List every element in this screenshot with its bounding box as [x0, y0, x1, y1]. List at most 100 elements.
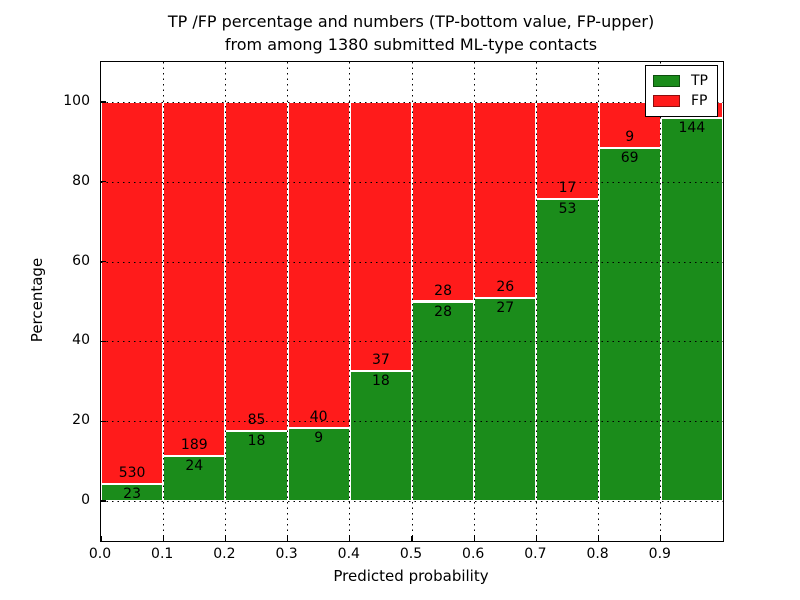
- vertical-gridline: [162, 62, 164, 541]
- grid-layer: [101, 62, 723, 541]
- horizontal-gridline: [101, 101, 723, 103]
- x-axis-label: Predicted probability: [333, 567, 489, 585]
- y-tick-label: 40: [72, 332, 90, 349]
- bar-segment-tp: [163, 455, 226, 502]
- bar-segment-fp: [101, 101, 164, 485]
- vertical-gridline: [224, 62, 226, 541]
- bar-segment-tp: [225, 431, 288, 502]
- y-tick-label: 100: [63, 92, 90, 109]
- y-tick-mark: [101, 340, 106, 343]
- bar-annotation-fp-count: 17: [558, 179, 577, 196]
- bar-segment-tp: [101, 484, 164, 502]
- x-tick-label: 0.4: [337, 546, 360, 562]
- y-tick-mark: [101, 181, 106, 183]
- x-tick-mark: [224, 536, 227, 541]
- bar-segment-tp: [660, 117, 723, 502]
- bar-annotation-tp-count: 24: [185, 457, 204, 474]
- vertical-gridline: [660, 62, 662, 541]
- plot-area: 530 23 189 24 85 18 40 9 37 18 28 28 26 27 17 53 9 69 144 …: [100, 61, 724, 542]
- vertical-gridline: [598, 62, 600, 541]
- x-tick-mark: [100, 536, 102, 541]
- x-tick-mark: [286, 536, 289, 541]
- y-tick-label: 20: [72, 412, 90, 429]
- x-tick-label: 0.7: [524, 546, 547, 562]
- y-tick-label: 60: [72, 252, 90, 269]
- bar-annotation-fp-count: 26: [496, 278, 515, 295]
- y-axis-label: Percentage: [28, 257, 46, 343]
- bar-segment-fp: [412, 101, 475, 302]
- y-tick-mark: [101, 500, 106, 502]
- bar-segment-tp: [349, 370, 412, 502]
- legend-swatch-fp-icon: [653, 95, 680, 107]
- bar-segment-tp: [412, 301, 475, 502]
- annotations-layer: 530 23 189 24 85 18 40 9 37 18 28 28 26 27 17 53 9 69 144: [101, 62, 723, 541]
- x-tick-label: 0.8: [586, 546, 609, 562]
- bar-annotation-tp-count: 28: [434, 303, 452, 320]
- x-tick-mark: [535, 536, 538, 541]
- y-tick-mark: [101, 260, 106, 263]
- bar-annotation-fp-count: 530: [118, 465, 146, 482]
- x-tick-label: 0.9: [648, 546, 671, 562]
- y-tick-mark: [101, 420, 106, 422]
- bar-annotation-tp-count: 9: [314, 429, 324, 446]
- bar-segment-fp: [163, 101, 226, 456]
- horizontal-gridline: [101, 181, 723, 183]
- x-tick-mark: [162, 536, 164, 541]
- vertical-gridline: [411, 62, 413, 541]
- bar-annotation-tp-count: 53: [558, 200, 577, 217]
- bar-annotation-fp-count: 9: [625, 128, 635, 145]
- x-tick-mark: [473, 536, 475, 541]
- bar-segment-fp: [287, 101, 350, 428]
- legend-swatch-tp-icon: [653, 75, 680, 87]
- tick-marks-layer: [100, 62, 723, 541]
- x-tick-mark: [411, 536, 413, 541]
- y-tick-label: 80: [72, 172, 90, 189]
- bar-annotation-tp-count: 23: [123, 486, 141, 503]
- bar-segment-tp: [287, 427, 350, 502]
- horizontal-gridline: [101, 261, 723, 263]
- vertical-gridline: [473, 62, 475, 541]
- bar-segment-fp: [474, 101, 537, 298]
- bar-segment-fp: [225, 101, 288, 432]
- chart-title-line1: TP /FP percentage and numbers (TP-bottom…: [167, 12, 655, 31]
- bar-annotation-tp-count: 18: [371, 372, 390, 389]
- bar-annotation-fp-count: 40: [309, 408, 328, 425]
- chart-title: TP /FP percentage and numbers (TP-bottom…: [100, 10, 722, 56]
- x-tick-mark: [597, 536, 600, 541]
- vertical-gridline: [535, 62, 537, 541]
- legend-label-fp: FP: [691, 93, 708, 109]
- legend-entry-fp: FP: [653, 91, 708, 111]
- vertical-gridline: [349, 62, 351, 541]
- x-tick-label: 0.6: [462, 546, 485, 562]
- vertical-gridline: [287, 62, 289, 541]
- bar-annotation-fp-count: 28: [434, 282, 452, 299]
- horizontal-gridline: [101, 421, 723, 423]
- bar-annotation-tp-count: 69: [620, 149, 639, 166]
- x-tick-label: 0.2: [213, 546, 236, 562]
- bar-annotation-fp-count: 37: [371, 351, 390, 368]
- x-tick-label: 0.5: [399, 546, 423, 562]
- bar-segment-tp: [536, 198, 599, 502]
- bar-annotation-tp-count: 18: [247, 433, 266, 450]
- bar-segment-fp: [349, 101, 412, 371]
- bar-annotation-fp-count: 85: [247, 412, 266, 429]
- legend: TP FP: [645, 65, 718, 117]
- x-tick-mark: [349, 536, 351, 541]
- bar-annotation-tp-count: 144: [678, 119, 706, 136]
- bar-segment-tp: [598, 147, 661, 502]
- bar-annotation-tp-count: 27: [496, 299, 515, 316]
- horizontal-gridline: [101, 501, 723, 503]
- y-tick-label: 0: [81, 492, 90, 509]
- chart-title-line2: from among 1380 submitted ML-type contac…: [224, 35, 598, 54]
- bar-annotation-fp-count: 189: [180, 436, 208, 453]
- x-tick-label: 0.0: [88, 546, 112, 562]
- x-tick-label: 0.3: [275, 546, 298, 562]
- horizontal-gridline: [101, 341, 723, 343]
- x-tick-mark: [660, 536, 662, 541]
- bar-segment-tp: [474, 297, 537, 502]
- y-tick-mark: [101, 101, 106, 103]
- legend-entry-tp: TP: [653, 71, 708, 91]
- legend-label-tp: TP: [691, 73, 708, 89]
- x-tick-label: 0.1: [151, 546, 174, 562]
